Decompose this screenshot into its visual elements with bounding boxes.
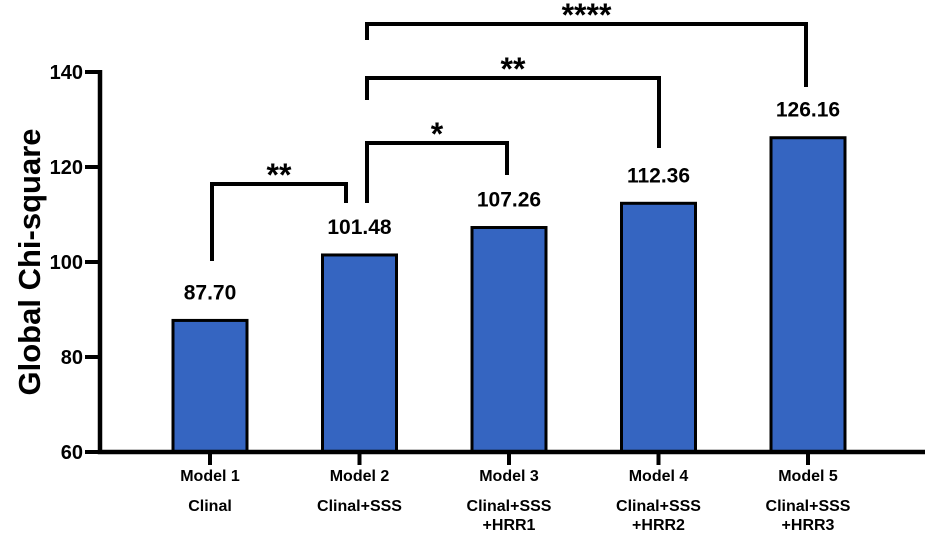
significance-stars: ** <box>267 157 292 193</box>
bar <box>470 226 548 454</box>
category-label: +HRR2 <box>632 517 685 534</box>
bar-value-label: 126.16 <box>776 99 840 122</box>
category-label: Model 2 <box>330 468 390 485</box>
significance-bracket <box>365 141 509 203</box>
category-label: +HRR1 <box>483 517 536 534</box>
category-label: Clinal+SSS <box>766 498 851 515</box>
y-tick-label: 80 <box>61 347 83 369</box>
bar-value-label: 87.70 <box>184 281 237 304</box>
significance-stars: **** <box>562 0 612 33</box>
category-label: Clinal+SSS <box>467 498 552 515</box>
category-label: Clinal+SSS <box>317 498 402 515</box>
bar-value-label: 101.48 <box>327 216 392 239</box>
significance-stars: * <box>431 116 444 152</box>
bar-value-label: 112.36 <box>627 164 690 187</box>
category-label: +HRR3 <box>782 517 835 534</box>
axis-spine <box>97 70 925 455</box>
category-label: Model 5 <box>778 468 838 485</box>
significance-bracket <box>365 22 808 87</box>
y-tick-label: 140 <box>50 62 83 84</box>
category-label: Model 3 <box>479 468 539 485</box>
category-label: Model 1 <box>180 468 240 485</box>
significance-stars: ** <box>501 51 526 87</box>
category-label: Clinal <box>188 498 232 515</box>
category-label: Model 4 <box>629 468 689 485</box>
y-tick-label: 120 <box>50 157 83 179</box>
category-label: Clinal+SSS <box>616 498 701 515</box>
bar <box>321 253 398 454</box>
y-tick-label: 100 <box>50 252 83 274</box>
bar <box>620 201 697 454</box>
bar <box>171 318 249 454</box>
y-tick-label: 60 <box>61 442 83 464</box>
significance-bracket <box>365 76 661 148</box>
y-axis-title: Global Chi-square <box>12 129 47 396</box>
significance-bracket <box>210 182 348 261</box>
bar-value-label: 107.26 <box>477 189 541 212</box>
bar <box>769 136 847 454</box>
chart-generated-content: 87.70 Model 1 Clinal 101.48 Model 2 Clinal+SS… <box>50 0 925 534</box>
